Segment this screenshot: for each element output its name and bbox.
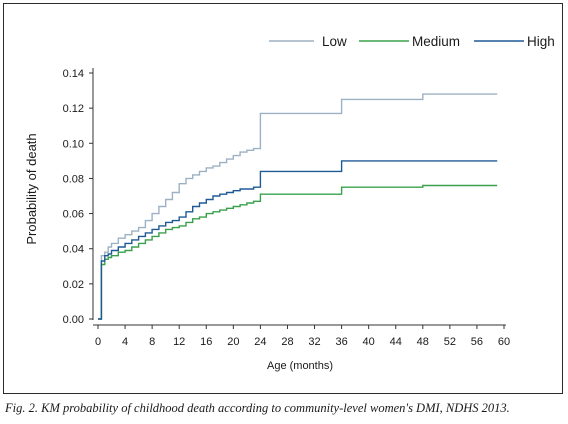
y-tick-label: 0.12 [63,103,84,115]
series-line-high [98,160,498,320]
legend-label-low: Low [322,34,347,49]
y-tick-label: 0.04 [63,244,84,256]
km-chart: Low Medium High 0.000.020.040.060.080.100.… [24,34,555,372]
x-tick-label: 4 [122,336,128,348]
x-tick-label: 36 [335,336,347,348]
y-tick-label: 0.06 [63,209,84,221]
legend-label-high: High [527,34,555,49]
y-tick-label: 0.14 [63,68,84,80]
x-tick-label: 56 [471,336,483,348]
y-tick-label: 0.00 [63,314,84,326]
figure-frame: Low Medium High 0.00 0.02 0.04 0.06 0.08 0.10 0.… [3,3,563,394]
x-tick-label: 20 [227,336,239,348]
x-tick-label: 12 [173,336,185,348]
y-tick-label: 0.10 [63,138,84,150]
y-tick-label: 0.02 [63,279,84,291]
y-axis-title: Probability of death [24,133,39,244]
series-line-low [98,93,498,320]
x-tick-label: 52 [444,336,456,348]
x-tick-label: 44 [390,336,402,348]
x-tick-label: 32 [308,336,320,348]
x-tick-label: 48 [417,336,429,348]
series-group [98,93,498,320]
x-tick-label: 8 [149,336,155,348]
x-tick-label: 40 [363,336,375,348]
series-line-medium [98,184,498,320]
y-tick-label: 0.08 [63,173,84,185]
y-axis: 0.00 0.02 0.04 0.06 0.08 0.10 0.12 0.14 [63,68,94,326]
x-axis-title: Age (months) [267,360,333,372]
x-tick-label: 16 [200,336,212,348]
x-axis: 0 4 8 12 16 20 24 28 32 36 40 44 48 52 56 60 [93,324,510,348]
x-tick-label: 24 [254,336,266,348]
figure-caption: Fig. 2. KM probability of childhood deat… [5,401,510,415]
legend-label-medium: Medium [412,34,460,49]
x-tick-label: 60 [498,336,510,348]
x-tick-label: 0 [95,336,101,348]
x-tick-label: 28 [281,336,293,348]
legend: Low Medium High [269,34,555,49]
